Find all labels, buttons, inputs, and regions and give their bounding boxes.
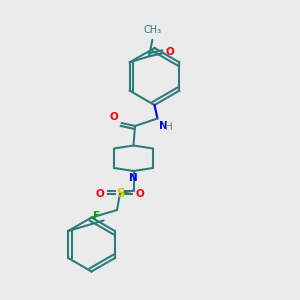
Text: N: N: [159, 121, 168, 131]
Text: O: O: [165, 47, 174, 57]
Text: S: S: [116, 187, 124, 200]
Text: O: O: [110, 112, 118, 122]
Text: O: O: [95, 188, 104, 199]
Text: F: F: [93, 211, 100, 221]
Text: O: O: [136, 188, 145, 199]
Text: N: N: [129, 173, 138, 183]
Text: H: H: [165, 122, 173, 131]
Text: CH₃: CH₃: [143, 25, 161, 35]
